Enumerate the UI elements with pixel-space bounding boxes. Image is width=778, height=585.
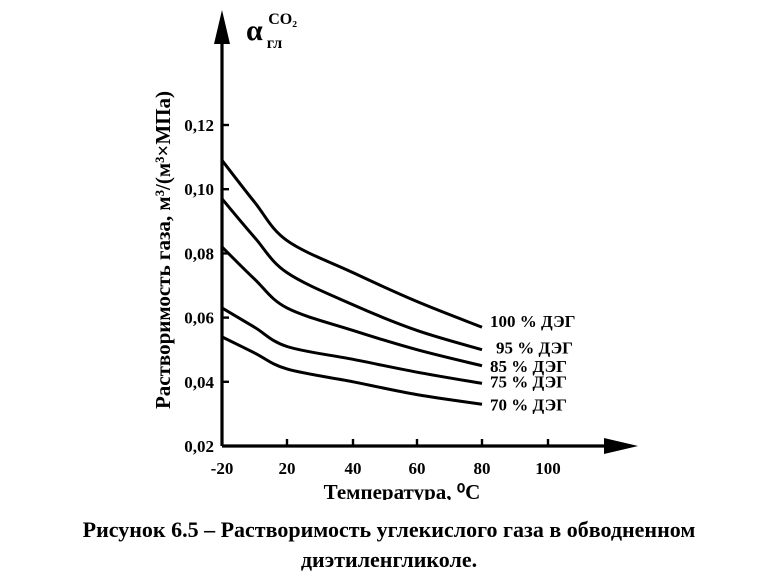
x-tick-label: 100 (535, 459, 561, 478)
x-axis-arrow (604, 438, 638, 454)
series-lines (220, 159, 483, 406)
x-tick-label: -20 (211, 459, 234, 478)
y-tick-label: 0,12 (184, 116, 214, 135)
y-tick-label: 0,10 (184, 180, 214, 199)
series-label: 85 % ДЭГ (490, 357, 567, 376)
y-symbol-sup: CO₂ (268, 11, 297, 28)
figure-caption-line-2: диэтиленгликоле. (300, 547, 478, 572)
y-symbol: α гл CO₂ (246, 11, 297, 52)
y-tick-label: 0,04 (184, 373, 214, 392)
ticks: 0,02 0,04 0,06 0,08 0,10 0,12 -20 20 40 60 80 100 (184, 116, 561, 478)
figure-caption-line-1: Рисунок 6.5 – Растворимость углекислого … (82, 517, 696, 542)
x-tick-label: 40 (345, 459, 362, 478)
x-tick-label: 60 (409, 459, 426, 478)
series-line (220, 197, 483, 352)
y-symbol-sub: гл (267, 35, 282, 52)
y-symbol-main: α (246, 14, 263, 47)
x-tick-label: 20 (279, 459, 296, 478)
series-line (220, 245, 483, 368)
series-label: 75 % ДЭГ (490, 372, 567, 391)
series-line (221, 335, 483, 406)
series-line (221, 306, 483, 385)
y-axis-arrow (214, 10, 230, 44)
solubility-chart: 0,02 0,04 0,06 0,08 0,10 0,12 -20 20 40 60 80 100 1… (151, 10, 638, 500)
series-label: 70 % ДЭГ (490, 395, 567, 414)
x-axis-title: Температура, ⁰С (324, 480, 481, 500)
y-tick-label: 0,02 (184, 437, 214, 456)
y-axis-title: Растворимость газа, м³/(м³×МПа) (151, 91, 175, 409)
series-line (220, 159, 483, 329)
series-label: 95 % ДЭГ (496, 339, 573, 358)
x-tick-label: 80 (474, 459, 491, 478)
series-label: 100 % ДЭГ (490, 312, 575, 331)
y-tick-label: 0,08 (184, 244, 214, 263)
y-tick-label: 0,06 (184, 309, 214, 328)
